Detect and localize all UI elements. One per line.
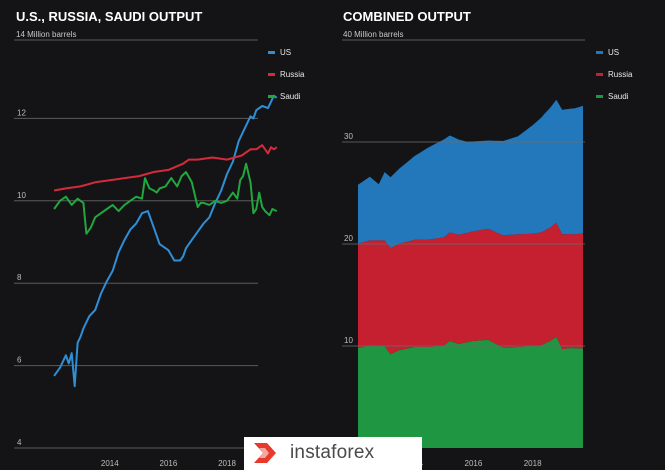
left-legend: US Russia Saudi: [268, 48, 305, 101]
area-russia: [358, 222, 583, 355]
legend-label-us: US: [280, 48, 291, 57]
right-x-tick-label: 2016: [465, 459, 483, 468]
left-y-tick-label: 12: [17, 108, 26, 117]
right-stacked-areas: [358, 99, 583, 448]
series-line-russia: [53, 144, 278, 192]
left-x-tick-label: 2018: [218, 459, 236, 468]
left-chart-title: U.S., RUSSIA, SAUDI OUTPUT: [16, 9, 202, 24]
right-y-ticks: 10 20 30: [344, 132, 353, 345]
area-saudi: [358, 336, 583, 448]
legend-swatch-russia: [268, 73, 275, 76]
legend-swatch-saudi: [596, 95, 603, 98]
left-chart-subtitle: 14 Million barrels: [16, 30, 76, 39]
legend-label-us: US: [608, 48, 619, 57]
legend-label-saudi: Saudi: [280, 92, 301, 101]
right-chart: COMBINED OUTPUT 40 Million barrels 10 20 3…: [342, 9, 633, 468]
right-y-tick-label: 10: [344, 336, 353, 345]
right-legend: US Russia Saudi: [596, 48, 633, 101]
right-chart-title: COMBINED OUTPUT: [343, 9, 471, 24]
area-us: [358, 99, 583, 249]
left-y-ticks: 4 6 8 10 12: [17, 108, 26, 447]
watermark-text: instaforex: [290, 442, 375, 463]
right-y-tick-label: 20: [344, 234, 353, 243]
left-y-tick-label: 8: [17, 273, 22, 282]
legend-swatch-saudi: [268, 95, 275, 98]
left-grid: [14, 39, 258, 449]
left-y-tick-label: 6: [17, 356, 22, 365]
instaforex-logo-icon: [254, 443, 276, 463]
right-y-tick-label: 30: [344, 132, 353, 141]
legend-swatch-us: [268, 51, 275, 54]
legend-label-saudi: Saudi: [608, 92, 629, 101]
legend-label-russia: Russia: [280, 70, 305, 79]
series-line-us: [53, 94, 278, 388]
series-line-saudi: [53, 162, 278, 235]
left-series-lines: [53, 94, 278, 388]
legend-swatch-us: [596, 51, 603, 54]
left-x-tick-label: 2016: [160, 459, 178, 468]
legend-label-russia: Russia: [608, 70, 633, 79]
left-x-ticks: 2014 2016 2018: [101, 459, 237, 468]
legend-swatch-russia: [596, 73, 603, 76]
left-y-tick-label: 4: [17, 438, 22, 447]
left-x-tick-label: 2014: [101, 459, 119, 468]
left-y-tick-label: 10: [17, 191, 26, 200]
watermark-logo: instaforex: [244, 437, 422, 470]
right-x-tick-label: 2018: [524, 459, 542, 468]
left-chart: U.S., RUSSIA, SAUDI OUTPUT 14 Million ba…: [14, 9, 305, 468]
right-chart-subtitle: 40 Million barrels: [343, 30, 403, 39]
right-grid: [342, 39, 585, 347]
